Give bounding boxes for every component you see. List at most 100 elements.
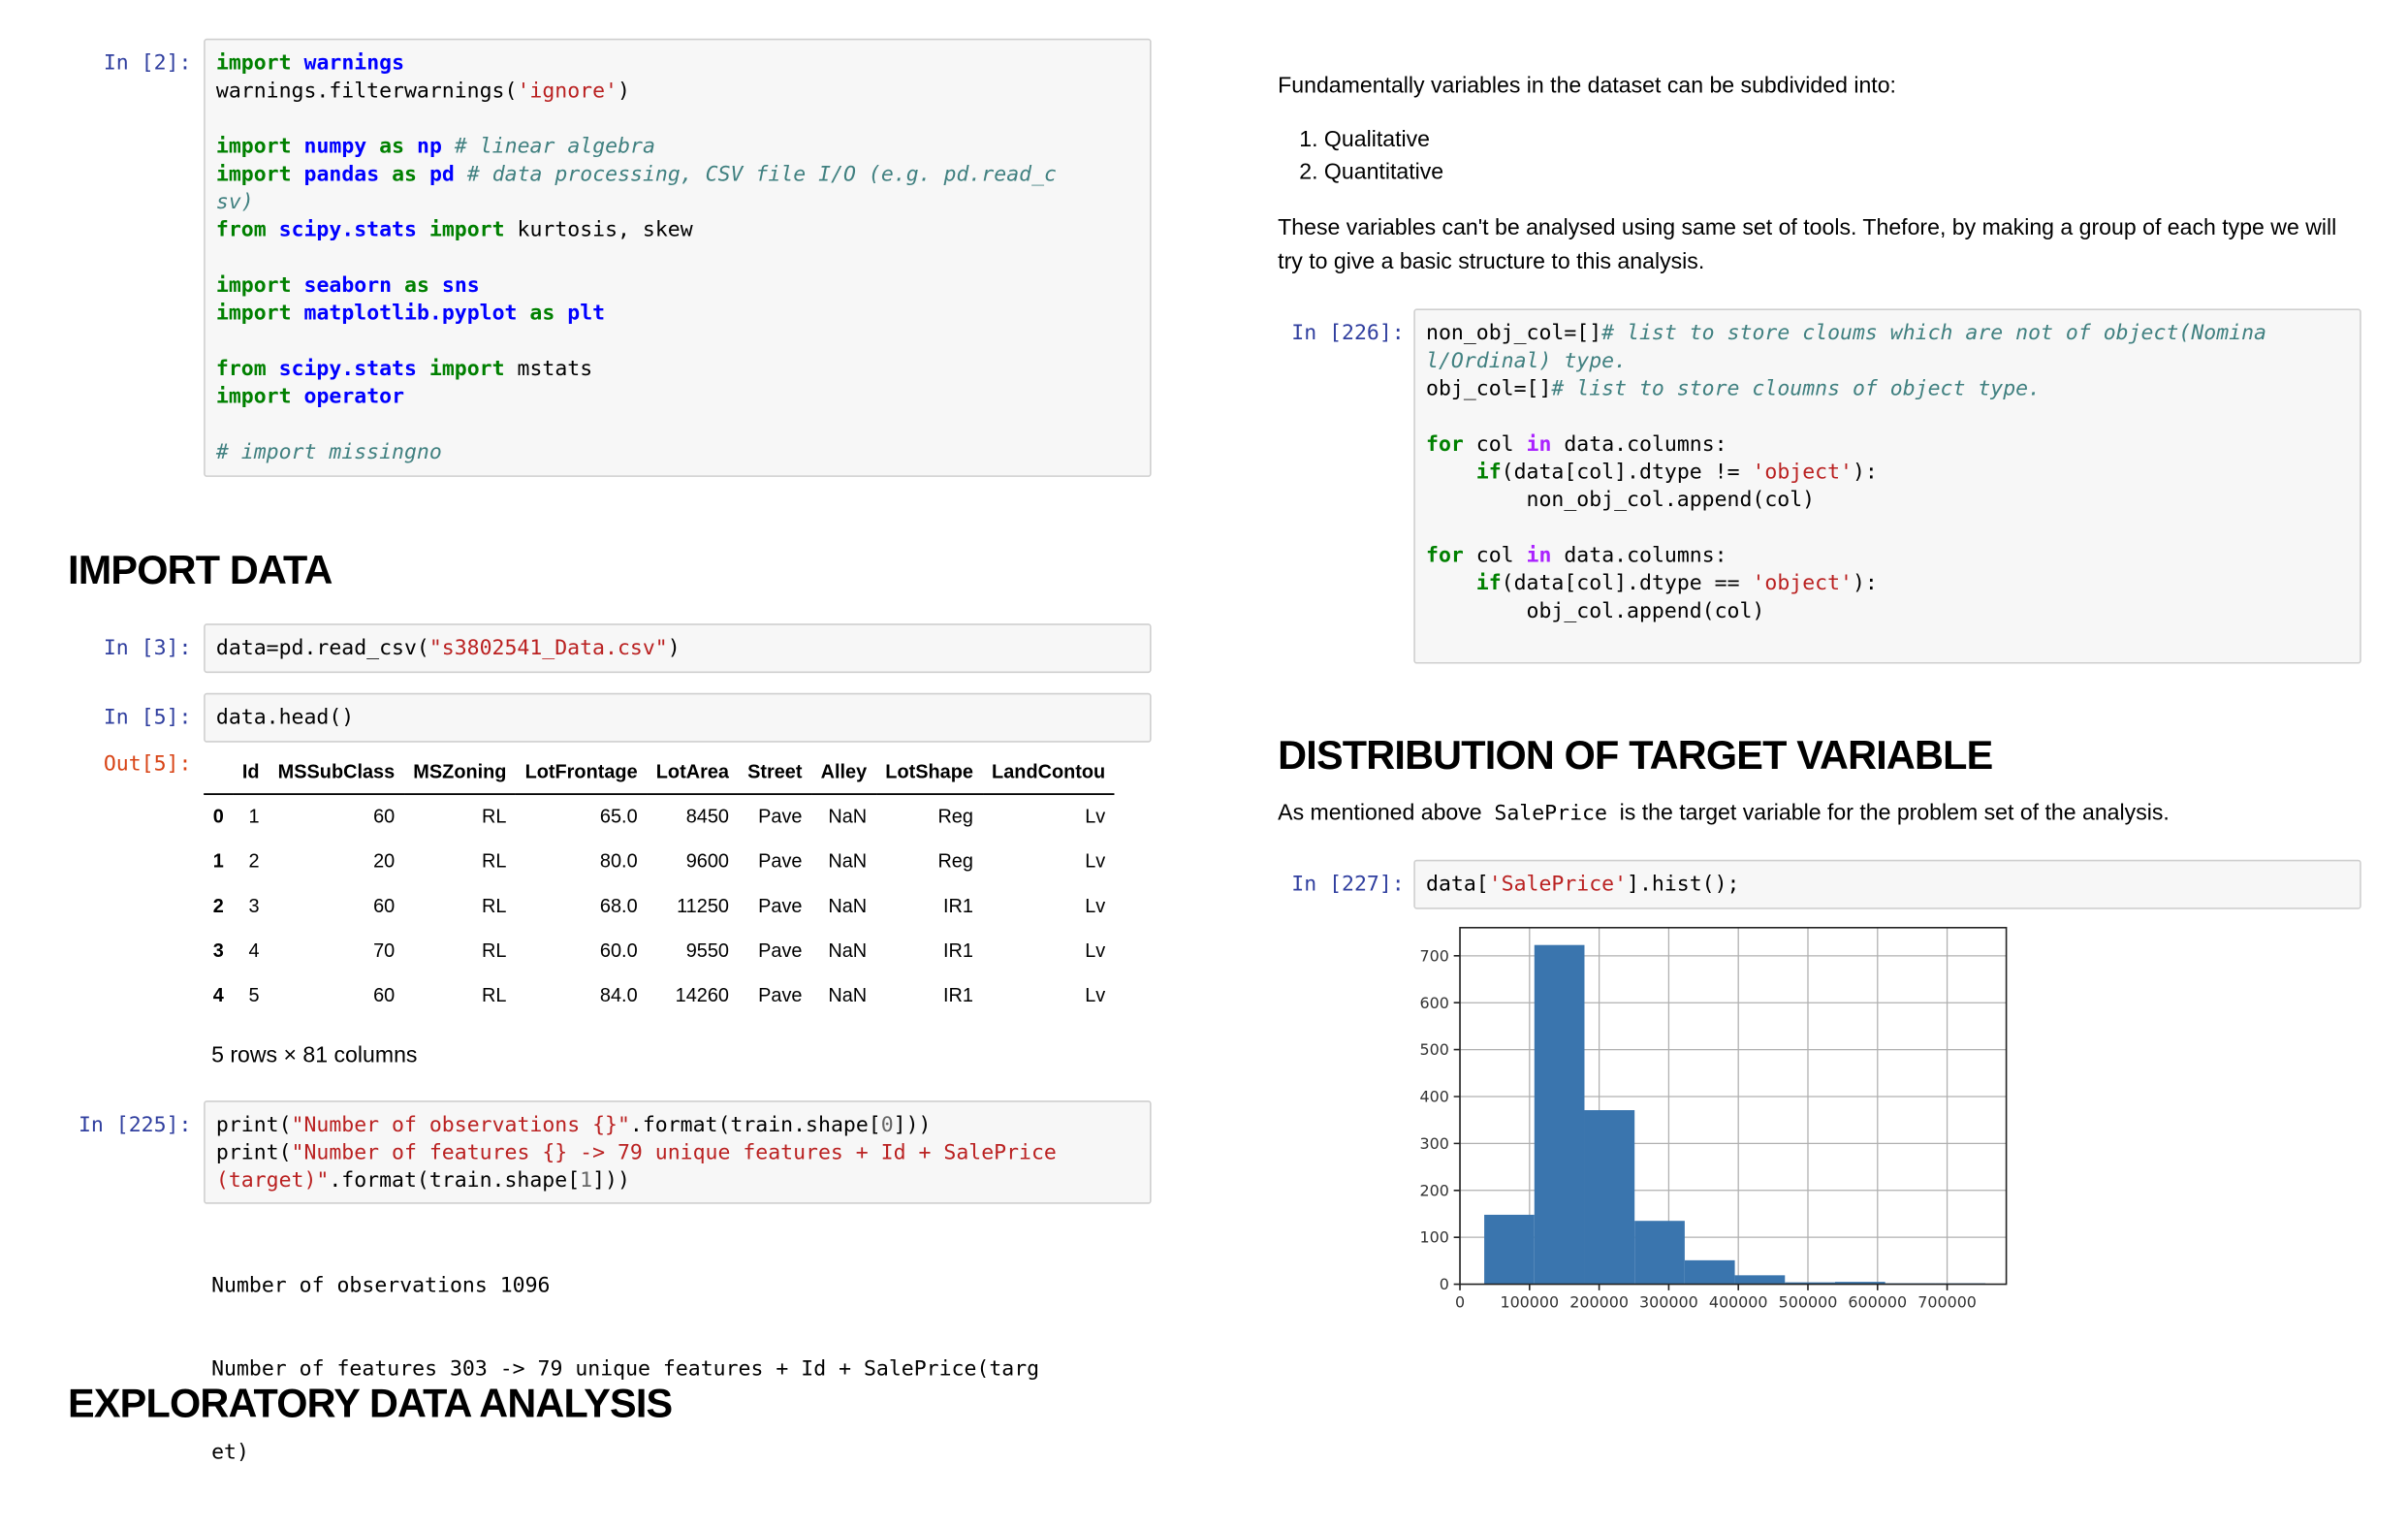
row-index: 2 (212, 895, 224, 917)
cell-imports[interactable]: In [2]: import warnings warnings.filterwa… (62, 38, 1152, 477)
histogram-bar (1534, 944, 1585, 1285)
column-header: MSZoning (403, 749, 517, 795)
table-cell: NaN (828, 806, 868, 828)
code-line (216, 328, 1139, 356)
code-editor[interactable]: data['SalePrice'].hist(); (1413, 859, 2361, 909)
plot-frame (1459, 926, 2008, 1286)
code-token: ].hist(); (1627, 872, 1740, 897)
target-text-before: As mentioned above (1278, 801, 1482, 826)
cell-prompt: In [226]: (1291, 321, 1405, 346)
code-line: print("Number of observations {}".format… (216, 1111, 1139, 1139)
table-row: 4 5 60 RL 84.0 14260 Pave NaN IR1 Lv (204, 972, 1115, 1017)
paragraph-text: These variables can't be analysed using … (1278, 215, 2337, 275)
code-token (429, 273, 442, 298)
table-cell: RL (482, 939, 507, 962)
code-token: (target)" (215, 1168, 330, 1194)
code-token: col (1463, 431, 1527, 458)
code-token: .format(train.shape[ (629, 1112, 881, 1138)
histogram-bar (1584, 1110, 1635, 1285)
code-token: 'ignore' (517, 79, 618, 104)
code-token: warnings (303, 50, 405, 77)
x-tick-label: 200000 (1569, 1292, 1629, 1311)
code-token (417, 217, 429, 241)
code-token: data[ (1426, 872, 1489, 897)
cell-print-shape[interactable]: In [225]: print("Number of observations … (62, 1100, 1152, 1204)
table-cell: Lv (1085, 895, 1106, 917)
code-token: non_obj_col.append(col) (1426, 488, 1816, 513)
code-editor[interactable]: data.head() (204, 692, 1152, 743)
code-line: if(data[col].dtype == 'object'): (1426, 569, 2349, 597)
code-editor[interactable]: data=pd.read_csv("s3802541_Data.csv") (204, 623, 1152, 674)
code-line: for col in data.columns: (1426, 430, 2349, 459)
table-cell: 65.0 (599, 806, 638, 828)
code-token: if (1475, 460, 1502, 485)
output-line: et) (211, 1440, 249, 1465)
x-tick-label: 300000 (1639, 1292, 1698, 1311)
code-token: seaborn (303, 272, 393, 299)
table-header-row: Id MSSubClass MSZoning LotFrontage LotArea St… (204, 749, 1115, 795)
table-cell: 70 (373, 939, 396, 962)
code-token: from (215, 356, 267, 382)
cell-data-head[interactable]: In [5]: data.head() (62, 692, 1152, 743)
code-line: data=pd.read_csv("s3802541_Data.csv") (216, 634, 1139, 662)
heading-eda: EXPLORATORY DATA ANALYSIS (68, 1380, 673, 1427)
table-cell: Pave (758, 984, 803, 1006)
cell-hist[interactable]: In [227]: data['SalePrice'].hist(); (1275, 859, 2361, 909)
code-token: # list to store cloums which are not of … (1601, 321, 2266, 346)
code-token: warnings.filterwarnings( (215, 79, 518, 104)
table-cell: 4 (248, 939, 260, 962)
row-index: 3 (212, 939, 224, 962)
table-cell: Reg (937, 850, 973, 873)
code-line: print("Number of features {} -> 79 uniqu… (216, 1139, 1139, 1167)
code-token: for (1426, 431, 1464, 458)
code-editor[interactable]: import warnings warnings.filterwarnings('… (204, 38, 1152, 477)
cell-read-csv[interactable]: In [3]: data=pd.read_csv("s3802541_Data.… (62, 623, 1152, 674)
x-tick-label: 500000 (1779, 1292, 1838, 1311)
y-tick-label: 0 (1440, 1275, 1449, 1293)
code-token (1426, 571, 1476, 595)
x-tick-label: 0 (1455, 1292, 1465, 1311)
code-token (417, 357, 429, 381)
variable-type-list: Qualitative Quantitative (1278, 125, 1443, 190)
list-item: Quantitative (1324, 157, 1443, 189)
code-token (417, 162, 429, 186)
code-token (517, 301, 529, 325)
code-token (404, 135, 417, 159)
code-editor[interactable]: non_obj_col=[]# list to store cloums whi… (1413, 308, 2361, 664)
code-editor[interactable]: print("Number of observations {}".format… (204, 1100, 1152, 1204)
code-token: # import missingno (215, 439, 442, 465)
code-token (292, 162, 304, 186)
code-token: from (215, 217, 267, 242)
code-token: 'object' (1752, 571, 1853, 596)
code-line: warnings.filterwarnings('ignore') (216, 78, 1139, 106)
table-row: 1 2 20 RL 80.0 9600 Pave NaN Reg Lv (204, 840, 1115, 884)
table-cell: 9550 (685, 939, 729, 962)
heading-import-data: IMPORT DATA (68, 546, 333, 593)
code-line: import warnings (216, 49, 1139, 78)
code-token: pd (428, 162, 455, 187)
code-token (292, 273, 304, 298)
table-cell: Pave (758, 850, 803, 873)
table-cell: NaN (828, 939, 868, 962)
code-token: ): (1852, 571, 1878, 596)
code-token: obj_col.append(col) (1426, 598, 1765, 624)
x-tick-label: 600000 (1848, 1292, 1907, 1311)
cell-column-split[interactable]: In [226]: non_obj_col=[]# list to store … (1275, 308, 2361, 664)
cell-prompt: In [3]: (103, 635, 192, 661)
code-token: 0 (880, 1112, 894, 1138)
intro-text: Fundamentally variables in the dataset c… (1278, 74, 1896, 99)
column-header: Street (738, 749, 812, 795)
code-token: ) (667, 635, 681, 661)
code-token: operator (303, 384, 405, 409)
histogram-bar (1834, 1282, 1885, 1285)
code-token: print( (215, 1112, 292, 1138)
table-cell: Lv (1085, 984, 1106, 1006)
code-token: (data[col].dtype != (1501, 460, 1753, 485)
code-token: 'object' (1752, 460, 1853, 485)
code-token: 1 (580, 1168, 593, 1194)
code-token (292, 301, 304, 325)
code-token: scipy.stats (278, 217, 417, 242)
code-token: in (1526, 543, 1552, 568)
code-line: obj_col.append(col) (1426, 597, 2349, 625)
